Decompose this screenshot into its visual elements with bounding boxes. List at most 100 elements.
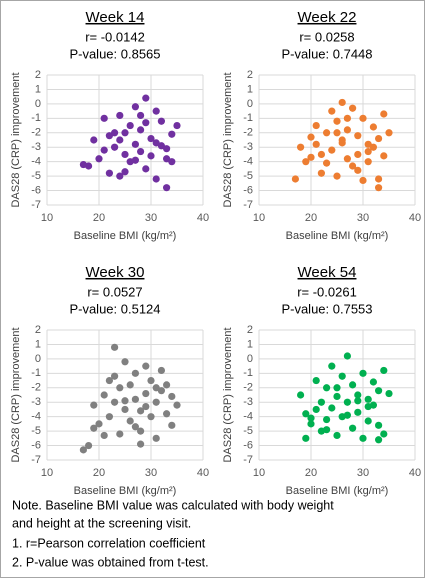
x-tick-label: 40 (197, 212, 209, 224)
y-tick-label: 2 (247, 69, 253, 81)
point (147, 152, 155, 160)
panel-stat: r= -0.0261 (297, 284, 357, 299)
point (333, 129, 341, 137)
point (131, 156, 139, 164)
y-tick-label: -6 (243, 184, 253, 196)
point (312, 376, 320, 385)
point (142, 362, 150, 370)
point (142, 402, 150, 411)
point (317, 398, 325, 406)
point (380, 366, 388, 375)
point (343, 126, 351, 134)
y-tick-label: -3 (243, 396, 253, 408)
point (333, 117, 341, 125)
y-axis-label: DAS28 (CRP) improvement (10, 327, 22, 462)
point (111, 398, 119, 406)
point (147, 376, 155, 385)
point (100, 146, 108, 154)
point (317, 169, 325, 177)
point (116, 172, 124, 180)
x-axis-label: Baseline BMI (kg/m²) (286, 230, 389, 242)
y-tick-label: -3 (31, 141, 41, 153)
x-tick-label: 30 (357, 467, 369, 479)
point (369, 123, 377, 131)
point (354, 408, 362, 416)
point (328, 404, 336, 412)
y-tick-label: -4 (243, 156, 253, 168)
point (291, 175, 299, 183)
panel-stat: P-value: 0.5124 (69, 301, 160, 316)
point (90, 424, 98, 432)
y-tick-label: 0 (35, 353, 41, 365)
point (338, 139, 346, 147)
point (333, 431, 341, 440)
point (369, 378, 377, 386)
point (152, 384, 160, 392)
y-tick-label: 1 (247, 338, 253, 350)
point (307, 414, 315, 422)
point (385, 129, 393, 137)
point (157, 366, 165, 375)
point (369, 143, 377, 151)
point (359, 434, 367, 442)
y-tick-label: -4 (31, 411, 41, 423)
y-tick-label: -1 (243, 112, 253, 124)
point (333, 172, 341, 180)
x-tick-label: 10 (41, 212, 53, 224)
point (131, 395, 139, 403)
point (354, 132, 362, 140)
y-tick-label: 2 (35, 324, 41, 336)
point (297, 391, 305, 399)
point (137, 126, 145, 134)
point (95, 155, 103, 163)
point (116, 384, 124, 392)
point (105, 376, 113, 385)
x-tick-label: 10 (253, 212, 265, 224)
point (302, 434, 310, 442)
point (147, 134, 155, 143)
point (121, 150, 129, 159)
point (375, 387, 383, 395)
point (121, 168, 129, 176)
panel-stat: P-value: 0.7553 (281, 301, 372, 316)
point (163, 184, 171, 192)
point (302, 158, 310, 166)
note-line: 1. r=Pearson correlation coefficient (12, 536, 206, 550)
x-axis-label: Baseline BMI (kg/m²) (74, 485, 177, 497)
point (354, 150, 362, 159)
point (121, 358, 129, 366)
y-axis-label: DAS28 (CRP) improvement (10, 72, 22, 207)
y-tick-label: -7 (31, 454, 41, 466)
point (328, 362, 336, 370)
panel-stat: P-value: 0.7448 (281, 46, 372, 61)
point (131, 369, 139, 377)
point (343, 352, 351, 360)
point (307, 153, 315, 161)
x-tick-label: 30 (145, 212, 157, 224)
x-tick-label: 20 (93, 467, 105, 479)
x-tick-label: 40 (409, 467, 421, 479)
point (359, 176, 367, 185)
x-tick-label: 40 (409, 212, 421, 224)
point (173, 401, 181, 409)
point (163, 145, 171, 153)
x-axis-label: Baseline BMI (kg/m²) (286, 485, 389, 497)
point (126, 121, 134, 130)
point (375, 134, 383, 143)
point (152, 434, 160, 442)
point (168, 421, 176, 429)
point (323, 384, 331, 392)
point (343, 155, 351, 163)
point (116, 111, 124, 120)
x-tick-label: 20 (305, 212, 317, 224)
point (116, 430, 124, 438)
point (338, 98, 346, 107)
point (323, 129, 331, 137)
point (105, 413, 113, 421)
point (349, 162, 357, 170)
x-tick-label: 10 (253, 467, 265, 479)
point (163, 410, 171, 418)
y-tick-label: 2 (247, 324, 253, 336)
point (349, 381, 357, 389)
